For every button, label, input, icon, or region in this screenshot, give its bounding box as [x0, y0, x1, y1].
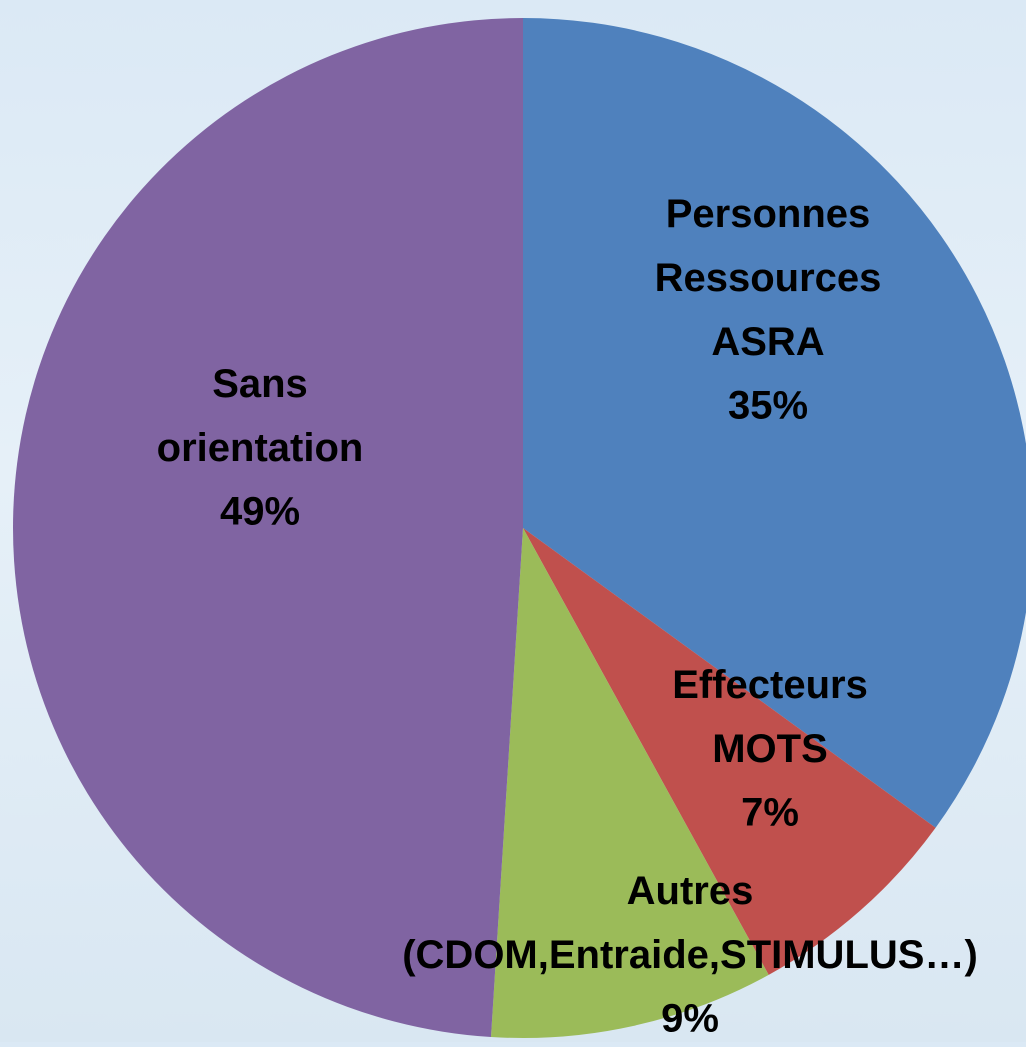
value-label: 35%	[728, 384, 808, 428]
value-label: 9%	[661, 997, 719, 1041]
chart: PersonnesRessourcesASRA35%EffecteursMOTS…	[0, 0, 1026, 1042]
page: {"chart_data": {"type": "pie", "categori…	[0, 0, 1026, 1042]
value-label: 7%	[741, 791, 799, 835]
value-label: 49%	[220, 490, 300, 534]
